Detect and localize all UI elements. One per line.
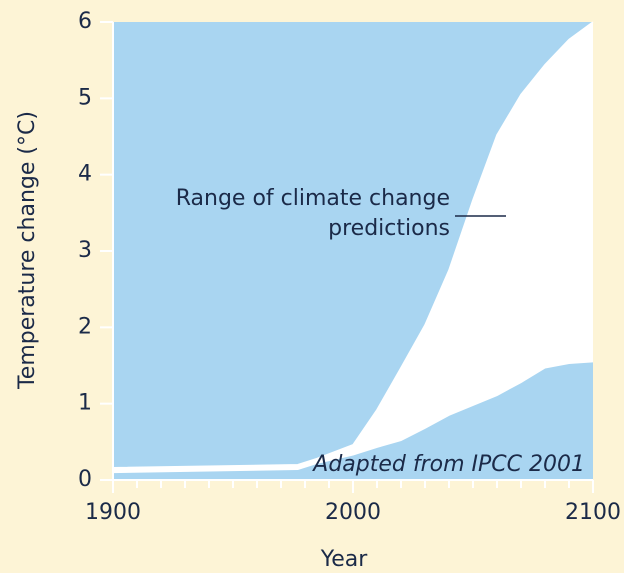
y-tick-label: 4: [78, 162, 92, 187]
annotation: predictions: [328, 216, 450, 241]
x-axis-label: Year: [320, 547, 369, 572]
y-tick-label: 5: [78, 85, 92, 110]
y-tick-label: 0: [78, 467, 92, 492]
x-tick-label: 2100: [565, 500, 621, 525]
y-tick-label: 6: [78, 9, 92, 34]
y-tick-label: 1: [78, 391, 92, 416]
annotation: Range of climate change: [176, 186, 450, 211]
range-edge: [112, 21, 594, 469]
range-edge: [112, 360, 594, 474]
y-axis-label: Temperature change (°C): [15, 111, 40, 390]
x-tick-label: 2000: [325, 500, 381, 525]
y-tick-label: 3: [78, 238, 92, 263]
x-tick-label: 1900: [85, 500, 141, 525]
y-tick-label: 2: [78, 314, 92, 339]
source-note: Adapted from IPCC 2001: [311, 452, 585, 477]
range-fill: [113, 22, 593, 473]
